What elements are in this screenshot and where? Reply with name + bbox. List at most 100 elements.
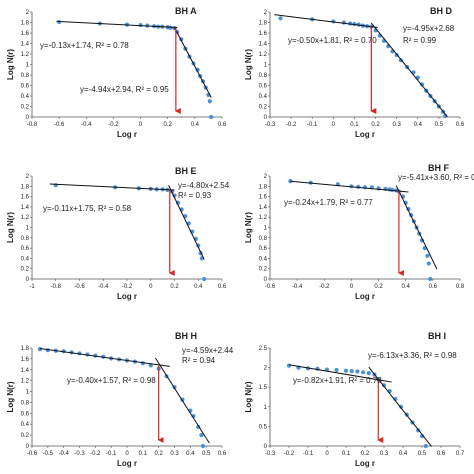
y-tick-label: 2 <box>26 174 30 180</box>
equation-label: R² = 0.93 <box>178 191 212 200</box>
y-tick-label: 1.2 <box>21 52 30 58</box>
equation-label: y=-4.59x+2.44 <box>182 346 234 355</box>
x-tick-label: 0.7 <box>456 451 465 457</box>
data-point <box>349 369 354 374</box>
y-tick-label: 1.8 <box>21 346 30 352</box>
equation-label: y=-0.82x+1.91, R² = 0.78 <box>293 376 382 385</box>
y-tick-label: 1 <box>264 63 268 69</box>
x-tick-label: 0.5 <box>418 451 427 457</box>
x-tick-label: 0 <box>125 451 129 457</box>
chart-title: BH A <box>175 6 197 16</box>
x-tick-label: -0.3 <box>265 122 276 128</box>
x-tick-label: 0.6 <box>218 451 227 457</box>
y-tick-label: 0.2 <box>21 433 30 439</box>
x-tick-label: 0 <box>149 284 153 290</box>
equation-label: y=-5.41x+3.60, R² = 0.87 <box>398 173 474 182</box>
x-tick-label: -0.2 <box>319 284 330 290</box>
chart-title: BH H <box>175 331 197 341</box>
chart-panel-2: -0.3 -0.2 -0.1 0 0.1 0.2 0.3 0.4 0.5 0.6 0 0.2 0.4 0.… <box>244 6 465 139</box>
y-tick-label: 1.2 <box>21 379 30 385</box>
x-tick-label: 0 <box>139 122 143 128</box>
chart-title: BH F <box>428 163 449 173</box>
equation-label: R² = 0.99 <box>403 36 437 45</box>
y-tick-label: 1 <box>26 390 30 396</box>
data-point <box>362 185 368 190</box>
data-point <box>278 16 283 21</box>
x-tick-label: 0.1 <box>342 451 351 457</box>
data-point <box>288 179 293 184</box>
x-tick-label: 0 <box>350 284 354 290</box>
x-tick-label: 0 <box>332 122 336 128</box>
y-tick-label: 0.4 <box>259 256 268 262</box>
y-tick-label: 1.4 <box>21 42 30 48</box>
y-tick-label: 1 <box>264 226 268 232</box>
chart-title: BH D <box>430 6 452 16</box>
chart-panel-4: -0.6 -0.4 -0.2 0 0.2 0.4 0.6 0.8 0 0.2 0.4 0.6 0.8 1 1… <box>244 163 474 301</box>
x-tick-label: 0.8 <box>456 284 465 290</box>
x-tick-label: -0.3 <box>74 451 85 457</box>
x-tick-label: -0.2 <box>122 284 133 290</box>
x-tick-label: -0.2 <box>108 122 119 128</box>
data-point <box>200 443 206 449</box>
y-tick-label: 1.5 <box>259 385 268 391</box>
x-tick-label: 0.6 <box>456 122 465 128</box>
y-tick-label: 1.8 <box>21 184 30 190</box>
y-tick-label: 2 <box>264 366 268 372</box>
data-point <box>334 367 339 373</box>
y-tick-label: 1 <box>264 405 268 411</box>
data-point <box>343 368 349 373</box>
equation-label: y=-4.94x+2.94, R² = 0.95 <box>80 85 169 94</box>
y-tick-label: 2 <box>26 10 30 16</box>
x-tick-label: 0.2 <box>164 122 173 128</box>
x-tick-label: -0.2 <box>286 122 297 128</box>
y-tick-label: 1.4 <box>21 205 30 211</box>
data-point <box>381 383 387 388</box>
x-tick-label: 0.2 <box>170 284 179 290</box>
trend-line <box>174 27 212 98</box>
x-tick-label: 0.5 <box>435 122 444 128</box>
x-tick-label: 0.6 <box>437 451 446 457</box>
data-point <box>361 370 366 375</box>
y-tick-label: 0 <box>26 115 30 121</box>
x-tick-label: 0.1 <box>139 451 148 457</box>
data-point <box>366 370 371 376</box>
y-tick-label: 0.4 <box>259 94 268 100</box>
y-tick-label: 0.4 <box>21 422 30 428</box>
y-tick-label: 1.4 <box>21 368 30 374</box>
y-axis-label: Log N(r) <box>244 381 253 412</box>
x-axis-label: Log r <box>117 292 137 301</box>
x-tick-label: 0.2 <box>371 122 380 128</box>
x-tick-label: -0.1 <box>106 451 117 457</box>
y-tick-label: 1.2 <box>21 215 30 221</box>
y-tick-label: 0.8 <box>259 236 268 242</box>
y-tick-label: 0.4 <box>21 94 30 100</box>
data-point <box>207 99 212 104</box>
x-tick-label: -0.4 <box>292 284 303 290</box>
y-tick-label: 0.2 <box>21 105 30 111</box>
equation-label: y=-0.50x+1.81, R² = 0.70 <box>288 36 377 45</box>
data-point <box>286 363 292 368</box>
chart-title: BH I <box>428 331 446 341</box>
data-point <box>168 25 173 30</box>
x-tick-label: -0.6 <box>265 284 276 290</box>
y-tick-label: 1.6 <box>259 195 268 201</box>
y-tick-label: 0.8 <box>21 73 30 79</box>
trend-line <box>155 357 210 444</box>
data-point <box>428 276 433 282</box>
y-tick-label: 0.2 <box>259 267 268 273</box>
chart-title: BH E <box>175 166 197 176</box>
y-tick-label: 0.6 <box>259 246 268 252</box>
y-tick-label: 1.4 <box>259 205 268 211</box>
trend-line <box>168 185 205 260</box>
y-tick-label: 1.2 <box>259 215 268 221</box>
equation-label: y=-0.40x+1.57, R² = 0.98 <box>67 376 156 385</box>
y-tick-label: 1.2 <box>259 52 268 58</box>
equation-label: y=-6.13x+3.36, R² = 0.98 <box>368 351 457 360</box>
y-axis-label: Log N(r) <box>244 212 253 243</box>
equation-label: y=-0.24x+1.79, R² = 0.77 <box>284 198 373 207</box>
x-tick-label: 0.3 <box>170 451 179 457</box>
x-tick-label: 0.4 <box>402 284 411 290</box>
chart-panel-3: -1 -0.8 -0.6 -0.4 -0.2 0 0.2 0.4 0.6 0 0.2 0.4 0.6 0.… <box>6 166 230 301</box>
x-tick-label: 0.1 <box>350 122 359 128</box>
